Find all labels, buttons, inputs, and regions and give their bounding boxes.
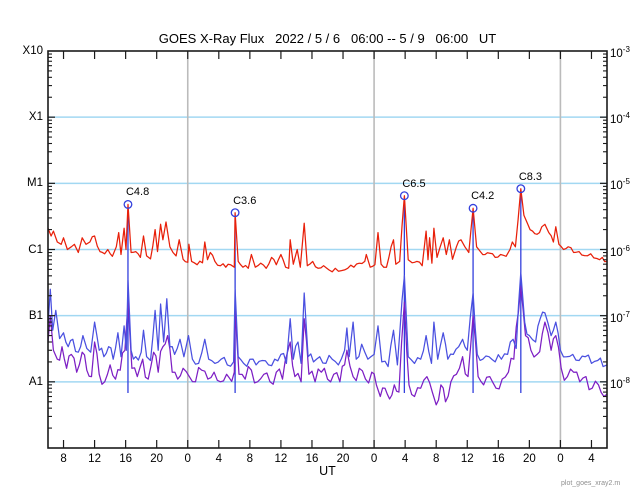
flare-peak-circle <box>123 199 133 209</box>
x-tick-label: 20 <box>336 453 350 465</box>
y-axis-label-right: 10-6 <box>610 243 630 259</box>
x-tick-label: 16 <box>491 453 505 465</box>
x-tick-label: 0 <box>557 453 564 465</box>
flare-peak-circle <box>516 184 526 194</box>
x-tick-label: 8 <box>432 453 440 465</box>
y-axis-label-left: B1 <box>28 309 43 322</box>
x-tick-label: 0 <box>370 453 378 465</box>
x-tick-label: 12 <box>88 453 101 465</box>
chart-title: GOES X-Ray Flux 2022 / 5 / 6 06:00 -- 5 … <box>158 31 497 46</box>
y-axis-label-right: 10-4 <box>610 111 630 126</box>
x-tick-label: 4 <box>215 453 222 465</box>
x-tick-label: 16 <box>119 453 133 465</box>
x-tick-label: 20 <box>522 453 536 465</box>
y-axis-label-right: 10-8 <box>610 375 630 391</box>
series-blue-line <box>48 271 607 368</box>
x-tick-label: 8 <box>60 453 67 465</box>
flare-annotation: C4.8 <box>125 186 150 199</box>
x-tick-label: 0 <box>184 453 191 465</box>
series-purple-line <box>48 285 607 406</box>
flare-annotation: C3.6 <box>233 194 257 207</box>
x-tick-label: 4 <box>588 453 595 465</box>
y-axis-label-left: X10 <box>22 45 43 57</box>
x-tick-label: 12 <box>460 453 474 465</box>
flare-annotation: C6.5 <box>402 177 426 190</box>
x-axis-label: UT <box>319 464 336 478</box>
flare-peak-circle <box>468 203 478 213</box>
y-axis-label-left: A1 <box>28 375 43 388</box>
flare-peak-circle <box>399 191 409 201</box>
x-tick-label: 20 <box>150 453 164 465</box>
script-watermark: plot_goes_xray2.m <box>561 480 621 487</box>
series-red-line <box>48 188 607 273</box>
y-axis-label-left: M1 <box>27 177 43 190</box>
x-tick-label: 12 <box>274 453 288 465</box>
flare-peak-circle <box>230 208 240 218</box>
x-tick-label: 16 <box>305 453 319 465</box>
y-axis-label-right: 10-5 <box>610 177 630 193</box>
y-axis-label-right: 10-7 <box>610 309 630 325</box>
flare-annotation: C8.3 <box>518 170 543 183</box>
flare-annotation: C4.2 <box>471 190 495 203</box>
x-tick-label: 8 <box>246 453 254 465</box>
y-axis-label-right: 10-3 <box>610 45 630 60</box>
y-axis-label-left: X1 <box>28 111 43 124</box>
x-tick-label: 4 <box>401 453 409 465</box>
y-axis-label-left: C1 <box>28 243 43 256</box>
